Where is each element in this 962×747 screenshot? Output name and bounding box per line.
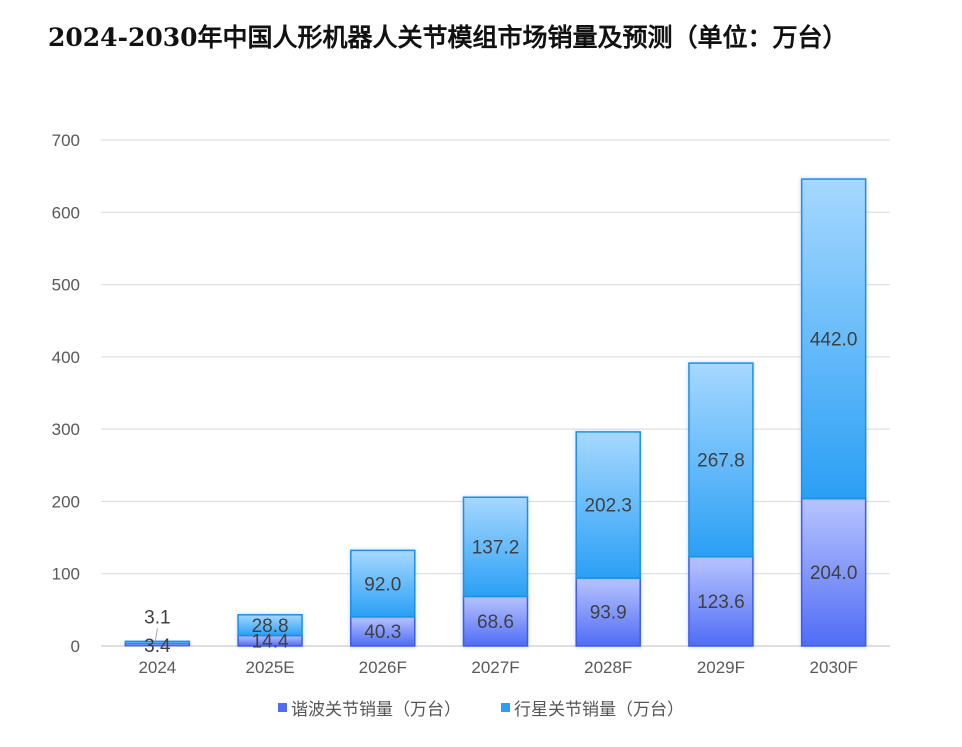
x-tick-label: 2030F xyxy=(810,658,858,677)
bar-planetary xyxy=(575,431,641,579)
x-tick-label: 2026F xyxy=(359,658,407,677)
x-tick-label: 2027F xyxy=(471,658,519,677)
bar-harmonic xyxy=(688,555,754,647)
data-label-harmonic: 204.0 xyxy=(810,563,858,584)
data-label-planetary: 28.8 xyxy=(252,616,289,637)
legend-swatch-harmonic xyxy=(278,703,287,712)
data-label-planetary: 442.0 xyxy=(810,329,858,350)
x-tick-label: 2029F xyxy=(697,658,745,677)
data-label-planetary: 92.0 xyxy=(364,574,401,595)
data-label-harmonic: 93.9 xyxy=(590,603,627,624)
x-tick-label: 2024 xyxy=(138,658,176,677)
x-tick-label: 2028F xyxy=(584,658,632,677)
x-tick-label: 2025E xyxy=(245,658,294,677)
chart-title: 2024-2030年中国人形机器人关节模组市场销量及预测（单位：万台） xyxy=(48,23,848,52)
y-tick-label: 700 xyxy=(52,131,80,150)
y-tick-label: 600 xyxy=(52,203,80,222)
legend-label-harmonic: 谐波关节销量（万台） xyxy=(291,700,461,720)
bar-harmonic xyxy=(575,577,641,647)
data-label-harmonic: 68.6 xyxy=(477,612,514,633)
data-label-planetary: 267.8 xyxy=(697,451,745,472)
legend-item-harmonic[interactable]: 谐波关节销量（万台） xyxy=(278,695,461,720)
bar-harmonic xyxy=(800,497,867,647)
bar-planetary xyxy=(688,362,754,558)
bar-planetary xyxy=(800,178,867,500)
legend-swatch-planetary xyxy=(501,703,510,712)
data-label-harmonic: 14.4 xyxy=(252,631,289,652)
bar-planetary xyxy=(124,640,191,645)
bar-planetary xyxy=(350,549,416,618)
legend-label-planetary: 行星关节销量（万台） xyxy=(514,700,684,720)
y-tick-label: 500 xyxy=(52,276,80,295)
legend-item-planetary[interactable]: 行星关节销量（万台） xyxy=(501,695,684,720)
bar-planetary xyxy=(237,614,303,637)
data-label-harmonic: 3.4 xyxy=(144,636,171,657)
data-label-planetary: 137.2 xyxy=(472,537,520,558)
y-tick-label: 100 xyxy=(52,565,80,584)
data-label-harmonic: 40.3 xyxy=(364,622,401,643)
label-leader-line xyxy=(154,628,158,642)
y-tick-label: 0 xyxy=(71,637,80,656)
bar-planetary xyxy=(462,496,529,598)
data-label-planetary: 3.1 xyxy=(144,607,170,628)
data-label-planetary: 202.3 xyxy=(584,496,632,517)
y-tick-label: 300 xyxy=(52,420,80,439)
chart-legend: 谐波关节销量（万台） 行星关节销量（万台） xyxy=(0,695,962,720)
y-tick-label: 400 xyxy=(52,348,80,367)
data-label-harmonic: 123.6 xyxy=(697,592,745,613)
bar-harmonic xyxy=(462,595,529,647)
y-tick-label: 200 xyxy=(52,492,80,511)
